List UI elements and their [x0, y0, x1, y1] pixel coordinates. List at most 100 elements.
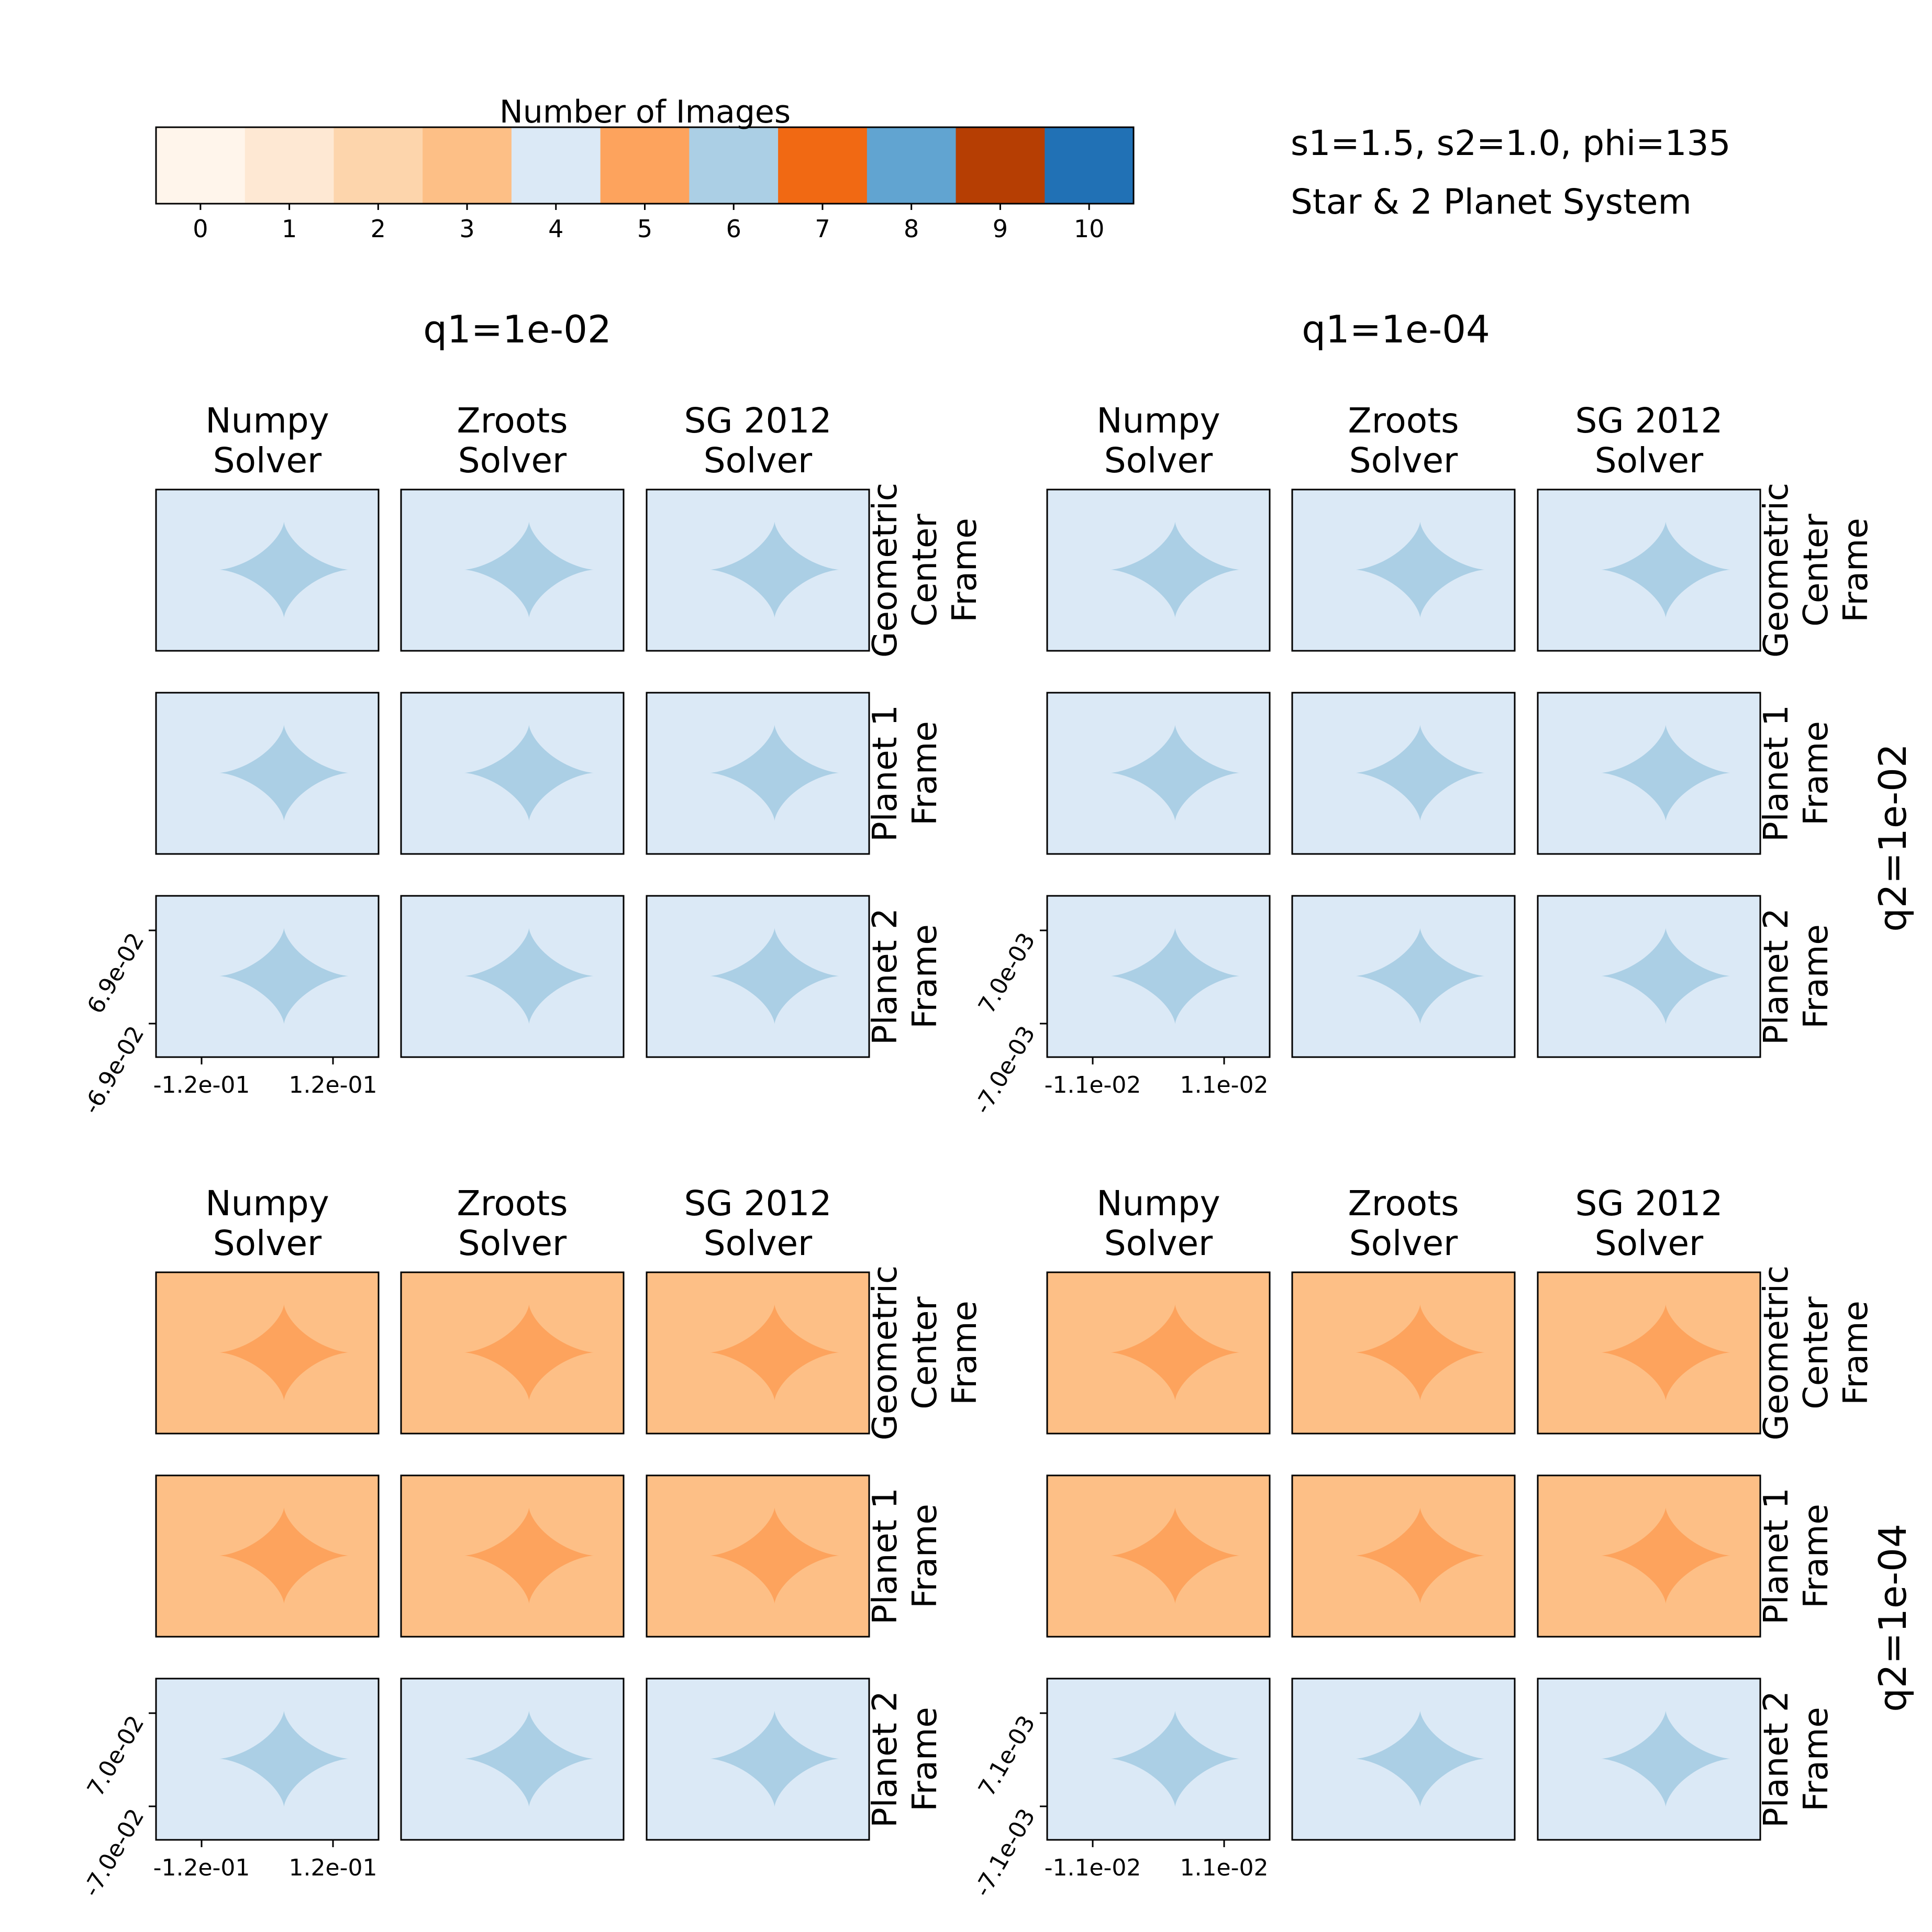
subplot-frame — [400, 1678, 625, 1841]
caustic-region — [709, 1507, 840, 1604]
frame-label: Frame — [906, 721, 945, 825]
caustic-region — [1355, 725, 1485, 821]
solver-title: Numpy — [205, 1183, 329, 1224]
colorbar-cell-5 — [600, 127, 690, 204]
caustic-region — [1110, 1711, 1240, 1807]
subplot-frame — [646, 692, 870, 855]
subplot-frame — [400, 895, 625, 1058]
solver-title: Solver — [704, 440, 813, 481]
solver-title: Solver — [458, 440, 567, 481]
frame-label: Planet 2 — [1757, 908, 1796, 1045]
subplot — [1291, 1474, 1516, 1638]
subplot-frame — [1291, 1474, 1516, 1638]
subplot — [400, 1271, 625, 1435]
subplot — [646, 895, 870, 1058]
solver-title: Solver — [1349, 1223, 1458, 1263]
subplot — [400, 488, 625, 652]
y-tick-label: 7.0e-03 — [973, 928, 1041, 1018]
frame-label: Frame — [1837, 1301, 1875, 1405]
solver-title: Solver — [213, 440, 322, 481]
frame-label: Frame — [946, 1301, 984, 1405]
frame-label: Geometric — [1757, 483, 1796, 658]
subplot — [155, 1474, 380, 1638]
subplot-frame — [646, 1678, 870, 1841]
solver-title: Solver — [458, 1223, 567, 1263]
col-group-title-q1-1e-02: q1=1e-02 — [423, 307, 612, 351]
subplot-frame — [155, 1678, 380, 1841]
solver-title: Zroots — [457, 1183, 568, 1224]
colorbar-tick-label: 3 — [459, 215, 474, 243]
frame-label: Geometric — [866, 483, 905, 658]
x-tick-label: 1.1e-02 — [1180, 1855, 1269, 1881]
colorbar-cell-1 — [245, 127, 335, 204]
x-tick-label: -1.2e-01 — [153, 1855, 250, 1881]
frame-label: Center — [906, 1296, 945, 1409]
caustic-region — [464, 725, 594, 821]
solver-title: Zroots — [1348, 401, 1459, 441]
colorbar-cell-3 — [423, 127, 512, 204]
subplot — [155, 692, 380, 855]
caustic-region — [1601, 1304, 1731, 1401]
subplot-frame — [400, 488, 625, 652]
frame-label: Planet 2 — [866, 1691, 905, 1828]
caustic-region — [1110, 521, 1240, 618]
subplot — [1046, 895, 1271, 1058]
subplot — [1537, 1271, 1761, 1435]
caustic-region — [219, 1304, 349, 1401]
frame-label: Frame — [1797, 721, 1836, 825]
subplot — [646, 692, 870, 855]
frame-label: Frame — [1797, 924, 1836, 1028]
colorbar-tick-label: 6 — [726, 215, 741, 243]
x-tick-label: -1.1e-02 — [1045, 1072, 1141, 1098]
subplot — [400, 692, 625, 855]
x-tick-label: 1.1e-02 — [1180, 1072, 1269, 1098]
frame-label: Planet 1 — [1757, 705, 1796, 842]
frame-label: Geometric — [1757, 1265, 1796, 1440]
frame-label: Geometric — [866, 1265, 905, 1440]
caustic-region — [464, 1711, 594, 1807]
subplot — [1537, 1474, 1761, 1638]
solver-title: Solver — [1349, 440, 1458, 481]
subplot — [155, 1271, 380, 1435]
subplot — [1291, 692, 1516, 855]
subplot — [646, 1271, 870, 1435]
caustic-region — [1355, 1304, 1485, 1401]
colorbar-cell-7 — [778, 127, 868, 204]
subplot-frame — [1046, 895, 1271, 1058]
subplot-frame — [155, 692, 380, 855]
solver-title: Zroots — [457, 401, 568, 441]
frame-label: Frame — [946, 518, 984, 622]
row-group-title-q2-1e-02: q2=1e-02 — [1871, 743, 1915, 932]
col-group-title-q1-1e-04: q1=1e-04 — [1302, 307, 1490, 351]
caustic-region — [709, 725, 840, 821]
solver-title: Numpy — [1096, 401, 1220, 441]
caustic-region — [1355, 521, 1485, 618]
solver-title: Solver — [1104, 440, 1213, 481]
y-tick-label: -6.9e-02 — [78, 1021, 150, 1119]
x-tick-label: -1.2e-01 — [153, 1072, 250, 1098]
subplot-frame — [1537, 895, 1761, 1058]
solver-title: SG 2012 — [1575, 1183, 1723, 1224]
subplot-frame — [1537, 1474, 1761, 1638]
frame-label: Center — [1797, 1296, 1836, 1409]
colorbar-cell-4 — [511, 127, 601, 204]
subplot-frame — [1046, 1474, 1271, 1638]
subplot-frame — [1046, 692, 1271, 855]
colorbar-cell-8 — [867, 127, 957, 204]
solver-title: SG 2012 — [684, 401, 832, 441]
subplot-frame — [400, 692, 625, 855]
caustic-region — [1355, 1711, 1485, 1807]
colorbar-tick-label: 5 — [637, 215, 652, 243]
solver-title: Numpy — [1096, 1183, 1220, 1224]
subplot-frame — [1046, 1678, 1271, 1841]
frame-label: Frame — [1837, 518, 1875, 622]
x-tick-label: 1.2e-01 — [289, 1072, 377, 1098]
caustic-region — [1601, 928, 1731, 1025]
subplot-frame — [1537, 1678, 1761, 1841]
subplot — [1537, 1678, 1761, 1841]
caustic-region — [1601, 1711, 1731, 1807]
frame-label: Planet 2 — [1757, 1691, 1796, 1828]
colorbar: 0 1 2 3 4 5 6 7 8 9 10 Number of Images — [155, 94, 1135, 243]
